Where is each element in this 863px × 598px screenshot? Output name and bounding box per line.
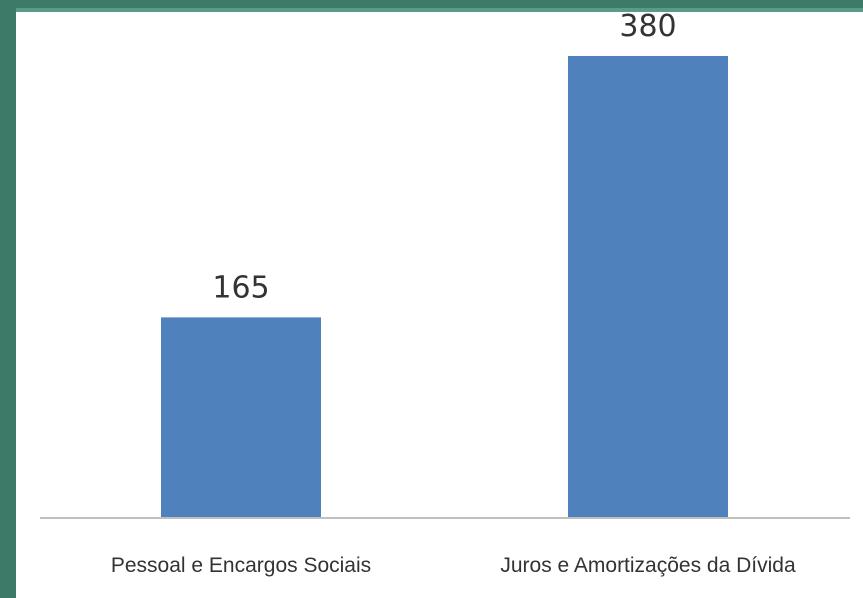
slide-frame-left <box>0 0 16 598</box>
slide-frame-top-stripe <box>16 8 863 12</box>
data-label-2: 380 <box>619 9 676 44</box>
category-label-1: Pessoal e Encargos Sociais <box>111 554 371 577</box>
bar-1 <box>161 317 321 518</box>
category-label-2: Juros e Amortizações da Dívida <box>500 554 796 577</box>
bar-2 <box>568 56 728 518</box>
data-label-1: 165 <box>212 270 269 305</box>
